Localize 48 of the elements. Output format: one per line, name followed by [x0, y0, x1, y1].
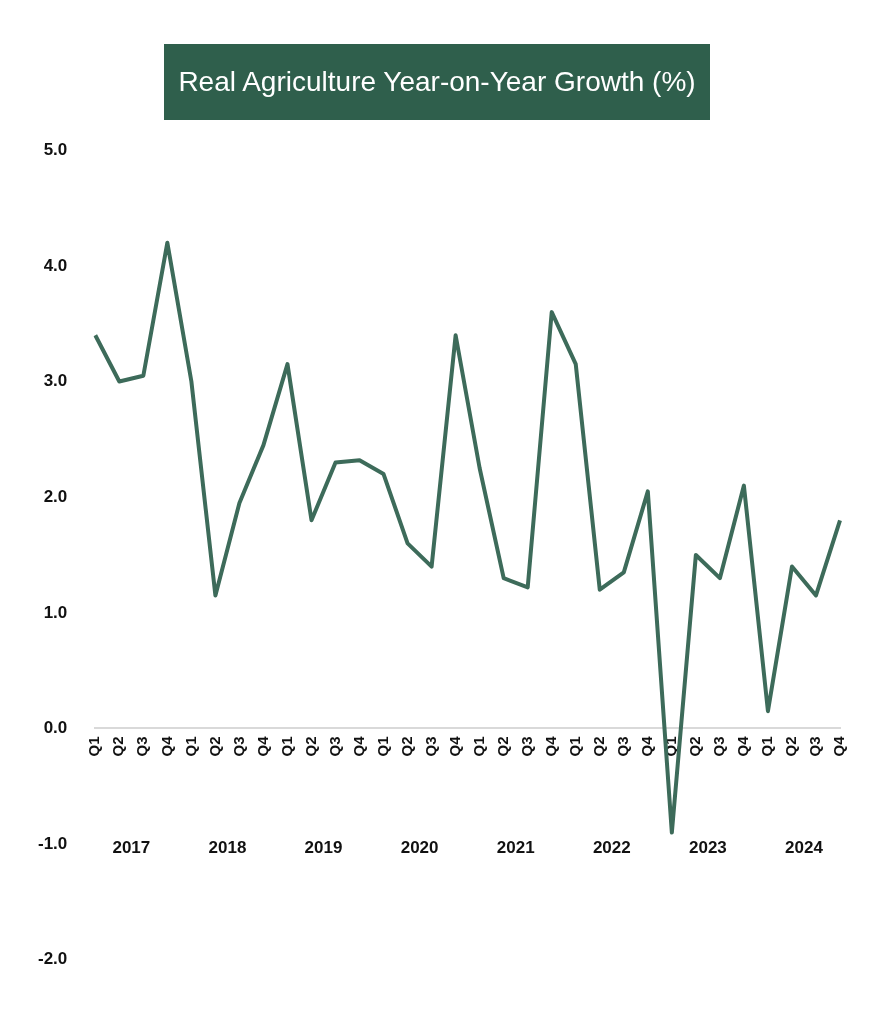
x-tick-label: Q2 — [493, 736, 511, 757]
y-tick-label: 2.0 — [43, 486, 68, 506]
y-tick-label: 3.0 — [43, 371, 68, 391]
x-tick-label: Q2 — [589, 736, 607, 757]
x-tick-label: Q4 — [830, 735, 848, 757]
x-tick-label: Q3 — [421, 736, 439, 757]
x-tick-label: Q4 — [637, 735, 655, 757]
x-tick-label: Q2 — [205, 736, 223, 757]
y-tick-label: 0.0 — [43, 718, 68, 738]
x-tick-label: Q3 — [710, 736, 728, 757]
chart-title: Real Agriculture Year-on-Year Growth (%) — [164, 44, 710, 120]
y-tick-label: -2.0 — [38, 949, 68, 969]
annotation: 2022 — [592, 838, 631, 858]
x-tick-label: Q4 — [734, 735, 752, 757]
annotation: 2018 — [208, 838, 247, 858]
x-tick-label: Q3 — [325, 736, 343, 757]
annotation: 2023 — [688, 838, 727, 858]
x-tick-label: Q2 — [397, 736, 415, 757]
x-tick-label: Q3 — [806, 736, 824, 757]
x-tick-label: Q1 — [565, 736, 583, 757]
annotation: 2021 — [496, 838, 535, 858]
x-tick-label: Q1 — [181, 736, 199, 757]
x-tick-label: Q4 — [253, 735, 271, 757]
x-tick-label: Q3 — [133, 736, 151, 757]
x-tick-label: Q2 — [782, 736, 800, 757]
annotation: 2017 — [112, 838, 151, 858]
x-tick-label: Q1 — [758, 736, 776, 757]
x-tick-label: Q3 — [517, 736, 535, 757]
annotation: 2019 — [304, 838, 343, 858]
x-tick-label: Q4 — [541, 735, 559, 757]
x-tick-label: Q1 — [277, 736, 295, 757]
x-tick-label: Q1 — [85, 736, 103, 757]
y-tick-label: 5.0 — [43, 139, 68, 159]
x-tick-label: Q2 — [686, 736, 703, 757]
y-tick-label: 1.0 — [43, 602, 68, 622]
x-tick-label: Q3 — [229, 736, 247, 757]
x-tick-label: Q2 — [301, 736, 319, 757]
x-tick-label: Q1 — [469, 736, 487, 757]
y-tick-label: 4.0 — [43, 255, 68, 275]
annotation: 2024 — [785, 838, 824, 858]
x-tick-label: Q4 — [349, 735, 367, 757]
x-tick-label: Q2 — [109, 736, 127, 757]
x-tick-label: Q1 — [373, 736, 391, 757]
x-tick-label: Q4 — [445, 735, 463, 757]
annotation: 2020 — [400, 838, 439, 858]
x-tick-label: Q3 — [613, 736, 631, 757]
x-tick-label: Q4 — [157, 735, 175, 757]
y-tick-label: -1.0 — [38, 833, 68, 853]
